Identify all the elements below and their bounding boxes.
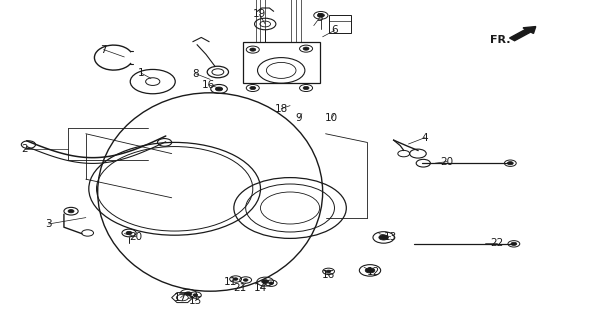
Text: 19: 19 xyxy=(253,9,266,20)
Circle shape xyxy=(185,292,192,296)
Text: 2: 2 xyxy=(21,144,28,154)
Circle shape xyxy=(511,242,517,245)
Text: 14: 14 xyxy=(254,283,267,293)
Text: 16: 16 xyxy=(322,270,335,280)
Text: 20: 20 xyxy=(130,232,143,242)
Circle shape xyxy=(126,231,132,235)
Text: 8: 8 xyxy=(192,68,199,79)
Circle shape xyxy=(326,270,331,273)
Text: 10: 10 xyxy=(325,113,338,124)
Text: 17: 17 xyxy=(174,292,187,303)
Text: 16: 16 xyxy=(202,80,215,90)
Text: 6: 6 xyxy=(331,25,338,36)
Circle shape xyxy=(233,278,238,280)
FancyArrow shape xyxy=(510,27,536,41)
Circle shape xyxy=(303,86,309,90)
Text: FR.: FR. xyxy=(490,35,510,45)
Circle shape xyxy=(507,162,513,165)
Circle shape xyxy=(68,210,74,213)
Circle shape xyxy=(250,86,256,90)
Text: 7: 7 xyxy=(100,44,107,55)
Circle shape xyxy=(317,13,324,17)
Text: 11: 11 xyxy=(224,276,237,287)
Bar xyxy=(329,15,351,33)
Circle shape xyxy=(365,268,375,273)
Circle shape xyxy=(176,294,188,301)
Text: 21: 21 xyxy=(233,283,246,293)
Text: 12: 12 xyxy=(366,267,379,277)
Circle shape xyxy=(379,235,388,240)
Text: 13: 13 xyxy=(384,232,397,242)
Circle shape xyxy=(250,48,256,51)
Circle shape xyxy=(262,280,269,284)
Circle shape xyxy=(243,279,248,281)
Circle shape xyxy=(215,87,223,91)
Text: 3: 3 xyxy=(45,219,52,229)
Circle shape xyxy=(269,282,274,284)
Text: 18: 18 xyxy=(275,104,288,114)
Text: 9: 9 xyxy=(295,113,303,124)
Text: 5: 5 xyxy=(316,12,323,23)
Circle shape xyxy=(193,294,198,296)
Circle shape xyxy=(303,47,309,50)
Text: 4: 4 xyxy=(422,132,429,143)
Text: 1: 1 xyxy=(137,68,144,78)
Text: 20: 20 xyxy=(440,156,453,167)
Text: 22: 22 xyxy=(491,238,504,248)
Text: 15: 15 xyxy=(189,296,202,306)
